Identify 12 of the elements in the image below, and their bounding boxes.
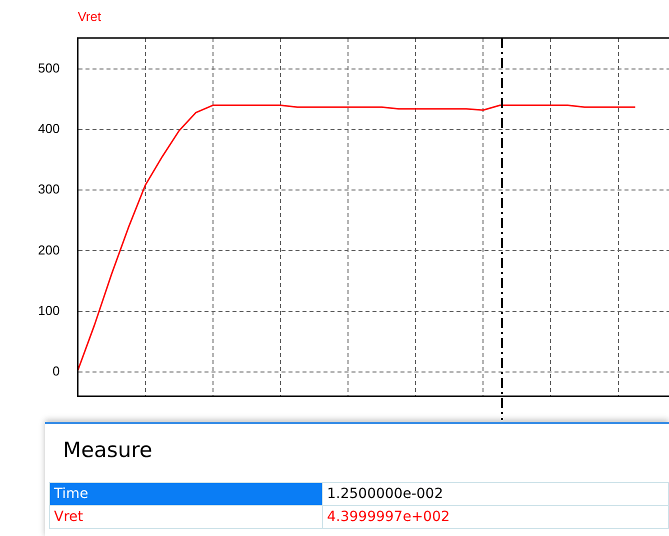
y-tick-label: 0 — [52, 364, 60, 379]
y-tick-label: 500 — [38, 60, 60, 76]
y-tick-label: 400 — [38, 121, 60, 136]
text: Vret — [78, 9, 102, 24]
y-tick-label: 300 — [38, 182, 60, 197]
text: Measure — [63, 438, 154, 464]
text: Vret — [50, 506, 322, 528]
y-tick-label: 100 — [38, 302, 60, 318]
text: 4.3999997e+002 — [322, 506, 668, 528]
y-tick-label: 200 — [38, 242, 60, 258]
text: 1.2500000e-002 — [322, 482, 668, 506]
text: Time — [50, 482, 322, 506]
